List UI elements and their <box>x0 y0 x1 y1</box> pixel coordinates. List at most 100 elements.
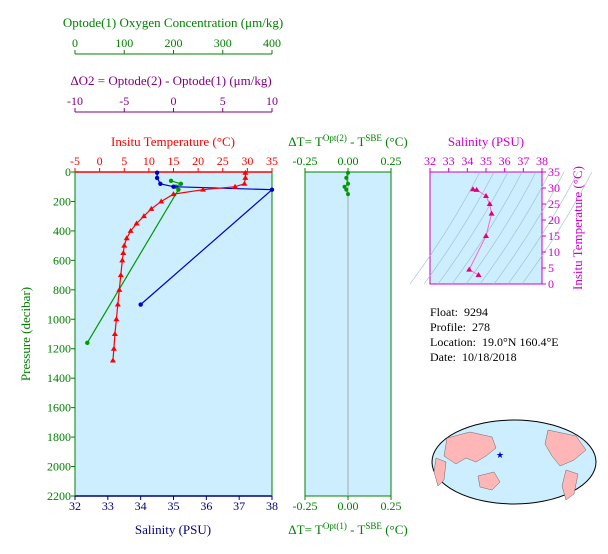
temperature-point <box>127 227 134 233</box>
info-float-value: 9294 <box>464 305 489 319</box>
ts-salinity-title: Salinity (PSU) <box>448 134 524 149</box>
delta-t-point <box>346 170 350 175</box>
ts-density-contour <box>521 171 593 285</box>
salinity-tick-label: 35 <box>168 499 180 513</box>
ts-point <box>466 266 473 272</box>
ts-salinity-tick-label: 32 <box>424 154 436 168</box>
temperature-tick-label: 15 <box>168 154 180 168</box>
temperature-point <box>110 345 117 351</box>
oxygen-tick-label: 300 <box>214 36 232 50</box>
oxygen-point <box>176 187 181 192</box>
pressure-tick-label: 1000 <box>47 312 71 326</box>
salinity-tick-label: 38 <box>266 499 278 513</box>
temperature-point <box>242 169 249 175</box>
temperature-point <box>242 174 249 180</box>
ts-temperature-title: Insitu Temperature (°C) <box>570 166 585 290</box>
delta-t-top-tick-label: 0.00 <box>338 154 359 168</box>
delta-o2-tick-label: -5 <box>119 94 129 108</box>
ts-density-contour <box>507 171 579 285</box>
temperature-point <box>121 242 128 248</box>
delta-t-top-tick-label: 0.25 <box>381 154 402 168</box>
ts-salinity-tick-label: 38 <box>536 154 548 168</box>
temperature-tick-label: 20 <box>192 154 204 168</box>
pressure-tick-label: 2200 <box>47 489 71 503</box>
delta-o2-tick-label: 5 <box>220 94 226 108</box>
ts-temperature-tick-label: 10 <box>548 245 560 259</box>
ts-density-contours <box>409 171 593 285</box>
oxygen-tick-label: 100 <box>115 36 133 50</box>
info-date-label: Date: <box>430 350 456 364</box>
ts-temperature-ticks: 35 30 25 20 15 10 5 0 <box>542 165 560 291</box>
temperature-point <box>140 213 147 219</box>
ts-density-contour <box>465 171 537 285</box>
delta-t-bottom-title: ΔT= TOpt(1) - TSBE (°C) <box>288 521 407 537</box>
ts-temperature-tick-label: 25 <box>548 197 560 211</box>
temperature-point <box>117 272 124 278</box>
temperature-point <box>241 180 248 186</box>
ts-density-contour <box>437 171 509 285</box>
pressure-tick-label: 600 <box>53 253 71 267</box>
temperature-point <box>114 301 121 307</box>
ts-temperature-tick-label: 20 <box>548 213 560 227</box>
pressure-tick-label: 1800 <box>47 430 71 444</box>
salinity-axis-ticks: 32 33 34 35 36 37 38 <box>69 496 278 513</box>
delta-t-series <box>342 170 350 197</box>
ts-density-contour <box>451 171 523 285</box>
map-land-north-america <box>544 429 587 467</box>
info-location-value: 19.0°N 160.4°E <box>481 335 559 349</box>
info-profile-label: Profile: <box>430 320 466 334</box>
info-location-label: Location: <box>430 335 476 349</box>
ts-temperature-tick-label: 0 <box>548 277 554 291</box>
temperature-tick-label: -5 <box>70 154 80 168</box>
delta-t-point <box>344 187 349 192</box>
oxygen-axis-ticks: 0 100 200 300 400 <box>72 36 281 54</box>
ts-point <box>488 210 495 216</box>
temperature-point <box>111 331 118 336</box>
salinity-point <box>138 302 143 307</box>
oxygen-point <box>168 178 174 184</box>
ts-salinity-tick-label: 36 <box>499 154 511 168</box>
info-float-label: Float: <box>430 305 459 319</box>
temperature-axis-title: Insitu Temperature (°C) <box>111 134 235 149</box>
temperature-tick-label: 0 <box>97 154 103 168</box>
ts-density-contour <box>409 171 481 285</box>
temperature-tick-label: 10 <box>143 154 155 168</box>
temperature-point <box>158 198 165 204</box>
pressure-tick-label: 1400 <box>47 371 71 385</box>
oxygen-tick-label: 400 <box>263 36 281 50</box>
pressure-tick-label: 800 <box>53 283 71 297</box>
oxygen-tick-label: 200 <box>165 36 183 50</box>
info-profile: Profile: 278 <box>430 320 490 334</box>
delta-t-point <box>346 181 350 186</box>
ts-density-contour <box>493 171 565 285</box>
oxygen-tick-label: 0 <box>72 36 78 50</box>
delta-t-point <box>342 184 347 189</box>
map-land-australia <box>477 471 501 491</box>
temperature-line <box>112 172 246 361</box>
profile-plot-area <box>75 172 272 496</box>
delta-o2-axis-title: ΔO2 = Optode(2) - Optode(1) (μm/kg) <box>70 73 271 88</box>
temperature-tick-label: 35 <box>266 154 278 168</box>
salinity-tick-label: 32 <box>69 499 81 513</box>
ts-salinity-ticks: 32 33 34 35 36 37 38 <box>424 154 548 172</box>
oxygen-axis-title: Optode(1) Oxygen Concentration (μm/kg) <box>63 15 283 30</box>
temperature-point <box>120 250 127 255</box>
info-location: Location: 19.0°N 160.4°E <box>430 335 559 349</box>
ts-point <box>483 233 489 238</box>
ts-point <box>475 272 482 278</box>
salinity-point <box>154 170 160 175</box>
ts-salinity-tick-label: 34 <box>461 154 473 168</box>
oxygen-point <box>178 181 184 186</box>
temperature-point <box>200 186 207 192</box>
pressure-tick-label: 2000 <box>47 460 71 474</box>
pressure-axis-ticks: 0 200 400 600 800 1000 1200 1400 1600 1800 2000 220… <box>47 165 75 503</box>
temperature-point <box>170 191 177 197</box>
profile-series <box>85 169 275 363</box>
delta-o2-tick-label: -10 <box>67 94 83 108</box>
delta-t-bottom-tick-label: 0.25 <box>381 499 402 513</box>
ts-point <box>473 186 480 192</box>
salinity-point <box>171 184 176 189</box>
pressure-tick-label: 400 <box>53 224 71 238</box>
info-date-value: 10/18/2018 <box>462 350 517 364</box>
